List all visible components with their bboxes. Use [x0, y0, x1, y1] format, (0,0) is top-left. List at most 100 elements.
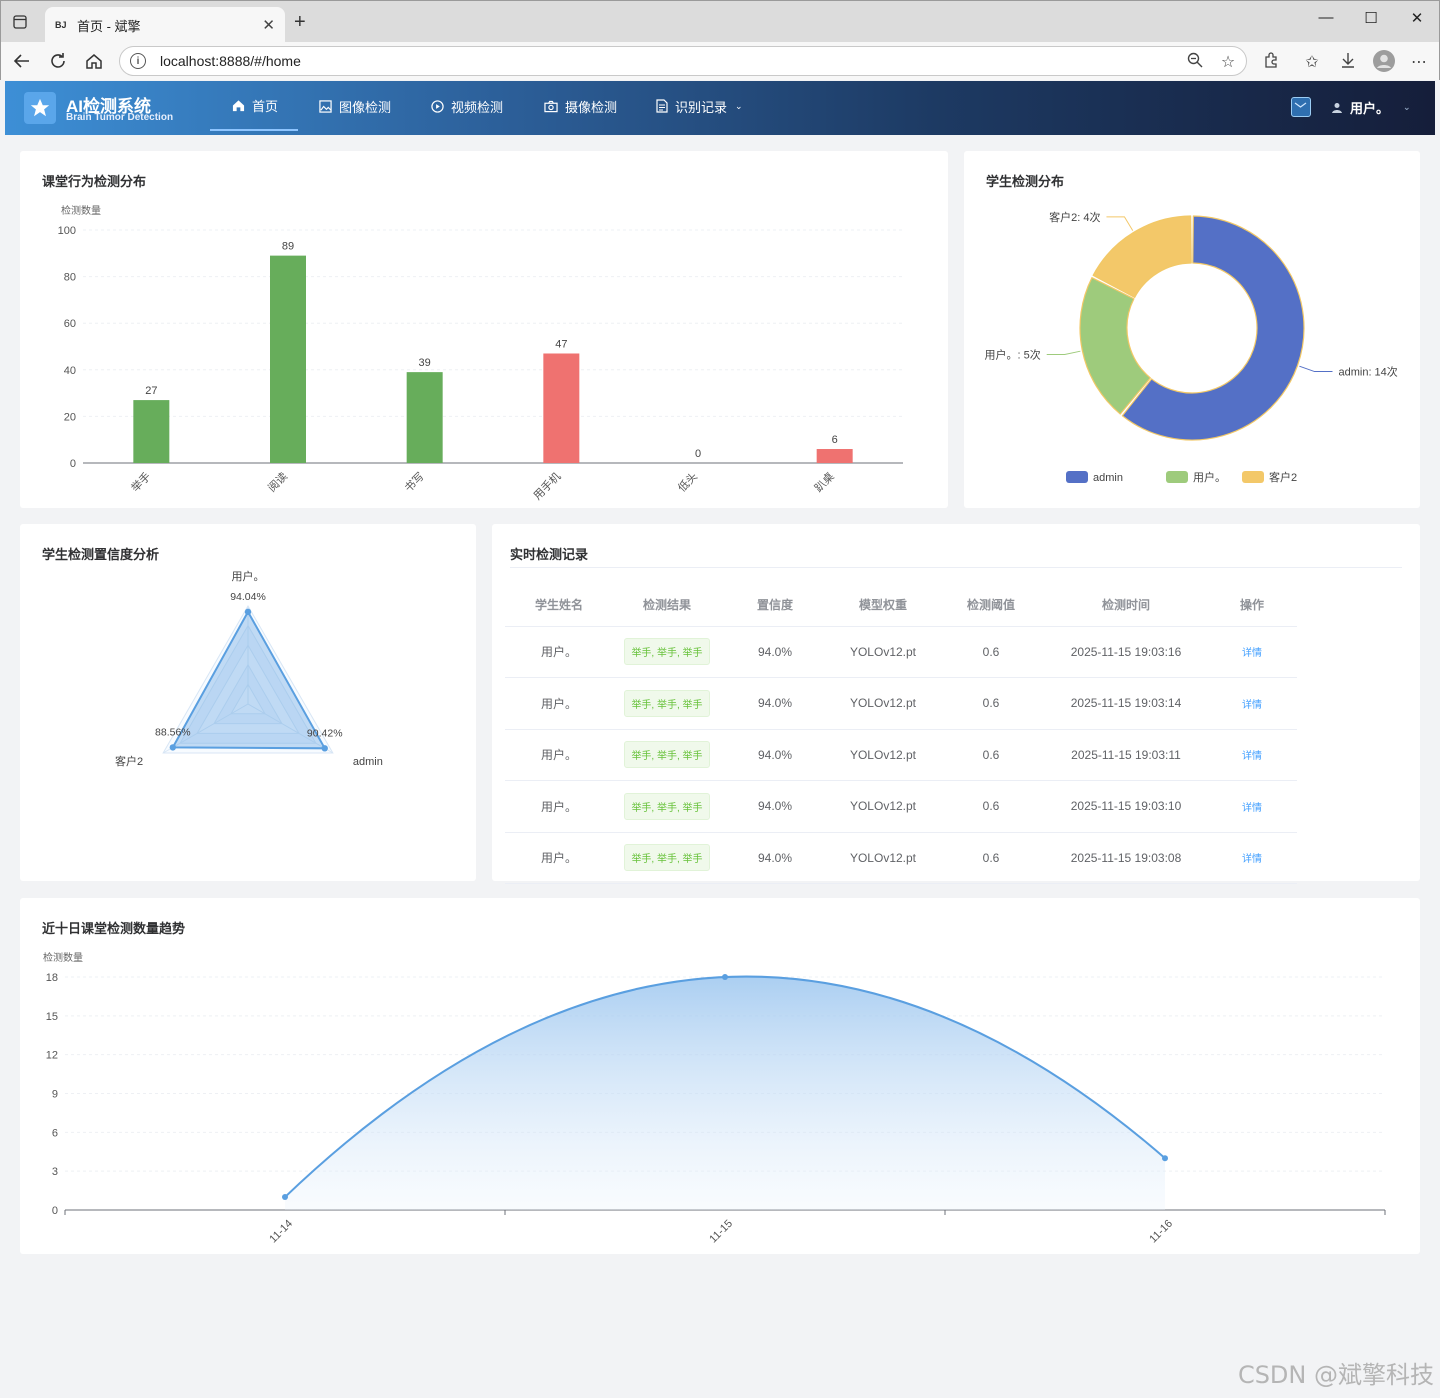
donut-slice [1092, 215, 1192, 299]
cell-time: 2025-11-15 19:03:08 [1045, 832, 1207, 884]
col-threshold: 检测阈值 [937, 584, 1045, 627]
user-chevron-icon: ⌄ [1403, 102, 1411, 112]
radar-point [244, 608, 252, 616]
trend-point [282, 1194, 288, 1201]
cell-time: 2025-11-15 19:03:10 [1045, 780, 1207, 833]
cell-name: 用户。 [505, 729, 613, 781]
nav-image-detect[interactable]: 图像检测 [319, 81, 391, 131]
nav-image-detect-label: 图像检测 [339, 99, 392, 115]
detail-link[interactable]: 详情 [1242, 699, 1262, 711]
table-header-row: 学生姓名 检测结果 置信度 模型权重 检测阈值 检测时间 操作 [505, 584, 1297, 627]
bar-value-label: 39 [419, 357, 431, 369]
bar [133, 400, 170, 463]
favorites-icon[interactable]: ✩ [1305, 54, 1319, 71]
chevron-down-icon: ⌄ [735, 100, 743, 111]
app-subtitle: Brain Tumor Detection [66, 112, 174, 123]
x-tick-label: 11-14 [267, 1218, 295, 1246]
behavior-bar-chart: 检测数量 0 20 40 60 80 100 27 举手 89 阅读 39 书写 47 用手机 0 低头 6 趴桌 [58, 204, 903, 502]
student-donut-chart: admin: 14次 用户。: 5次 客户2: 4次 admin 用户。 客户2 [984, 210, 1397, 484]
col-time: 检测时间 [1045, 584, 1207, 627]
x-tick-label: 低头 [675, 470, 700, 495]
cell-result: 举手, 举手, 举手 [613, 626, 721, 678]
detail-link[interactable]: 详情 [1242, 751, 1262, 763]
favorite-star-icon[interactable]: ☆ [1220, 54, 1236, 71]
tab-close-icon[interactable]: ✕ [262, 17, 275, 34]
radar-value-label: 94.04% [230, 591, 266, 603]
pie-chart-title: 学生检测分布 [986, 174, 1065, 189]
browser-tab[interactable]: BJ 首页 - 斌擎 ✕ [45, 7, 285, 43]
records-table: 学生姓名 检测结果 置信度 模型权重 检测阈值 检测时间 操作 用户。 举手, … [505, 584, 1297, 884]
site-info-icon[interactable]: i [130, 53, 146, 69]
extensions-icon[interactable] [1261, 52, 1281, 73]
more-menu-icon[interactable]: ⋯ [1411, 54, 1427, 71]
slice-label: 用户。: 5次 [984, 347, 1040, 361]
cell-action: 详情 [1207, 626, 1297, 678]
x-tick-label: 书写 [402, 470, 427, 495]
nav-video-detect[interactable]: 视频检测 [431, 81, 503, 131]
legend-swatch [1066, 471, 1088, 483]
y-tick-label: 3 [52, 1166, 58, 1178]
radar-value-label: 90.42% [307, 727, 343, 739]
cell-confidence: 94.0% [721, 729, 829, 781]
y-tick-label: 6 [52, 1127, 58, 1139]
col-confidence: 置信度 [721, 584, 829, 627]
user-menu[interactable]: 用户。 ⌄ [1331, 98, 1411, 117]
result-tag: 举手, 举手, 举手 [624, 741, 710, 769]
tab-favicon: BJ [55, 20, 67, 30]
donut-slice [1121, 215, 1305, 441]
cell-time: 2025-11-15 19:03:16 [1045, 626, 1207, 678]
col-result: 检测结果 [613, 584, 721, 627]
y-axis-label: 检测数量 [43, 951, 83, 964]
y-tick-label: 0 [70, 458, 76, 470]
tab-actions-icon[interactable] [11, 13, 29, 31]
back-icon[interactable] [11, 50, 33, 72]
slice-label: 客户2: 4次 [1049, 210, 1100, 224]
url-field[interactable]: i localhost:8888/#/home [119, 46, 1247, 76]
minimize-icon[interactable]: — [1318, 9, 1334, 26]
confidence-radar-chart: 用户。 94.04% admin 90.42% 客户2 88.56% [115, 569, 383, 768]
detail-link[interactable]: 详情 [1242, 854, 1262, 866]
student-distribution-card: 学生检测分布 admin: 14次 用户。: 5次 客户2: 4次 admin 用户。 客… [964, 151, 1420, 508]
radar-area [171, 609, 327, 750]
nav-home[interactable]: 首页 [210, 81, 298, 131]
radar-point [321, 745, 328, 752]
bar [543, 353, 580, 463]
y-tick-label: 20 [64, 411, 76, 423]
table-row: 用户。 举手, 举手, 举手 94.0% YOLOv12.pt 0.6 2025… [505, 626, 1297, 678]
y-tick-label: 15 [46, 1011, 58, 1023]
cell-model: YOLOv12.pt [829, 729, 937, 781]
slice-label: admin: 14次 [1338, 365, 1397, 379]
donut-slice [1079, 277, 1151, 415]
cell-result: 举手, 举手, 举手 [613, 780, 721, 833]
browser-tab-bar: BJ 首页 - 斌擎 ✕ + — ☐ ✕ [0, 0, 1440, 43]
nav-records[interactable]: 识别记录 ⌄ [656, 81, 743, 131]
bar-value-label: 47 [555, 338, 567, 350]
profile-avatar-icon[interactable] [1373, 50, 1395, 77]
cell-threshold: 0.6 [937, 677, 1045, 730]
nav-camera-detect[interactable]: 摄像检测 [544, 81, 617, 131]
mail-icon[interactable] [1291, 97, 1311, 117]
close-window-icon[interactable]: ✕ [1410, 10, 1424, 27]
cell-time: 2025-11-15 19:03:14 [1045, 677, 1207, 730]
cell-model: YOLOv12.pt [829, 626, 937, 678]
x-tick-label: 11-16 [1147, 1218, 1175, 1246]
image-icon [319, 99, 332, 113]
zoom-icon[interactable] [1185, 52, 1205, 73]
cell-confidence: 94.0% [721, 780, 829, 833]
maximize-icon[interactable]: ☐ [1364, 10, 1378, 27]
refresh-icon[interactable] [47, 50, 69, 72]
new-tab-icon[interactable]: + [294, 11, 306, 33]
x-tick-label: 阅读 [265, 469, 290, 494]
legend-label: admin [1093, 472, 1123, 484]
detail-link[interactable]: 详情 [1242, 802, 1262, 814]
label-leader-line [1106, 216, 1134, 231]
trend-area-chart: 检测数量 0 3 6 9 12 15 18 11-14 11-15 11-16 [43, 951, 1386, 1246]
y-tick-label: 18 [46, 972, 58, 984]
detail-link[interactable]: 详情 [1242, 648, 1262, 660]
document-icon [656, 99, 668, 113]
home-browser-icon[interactable] [83, 50, 105, 72]
camera-icon [544, 100, 558, 112]
bar-value-label: 27 [145, 385, 157, 397]
download-icon[interactable] [1338, 52, 1358, 73]
bar-value-label: 0 [695, 448, 701, 460]
